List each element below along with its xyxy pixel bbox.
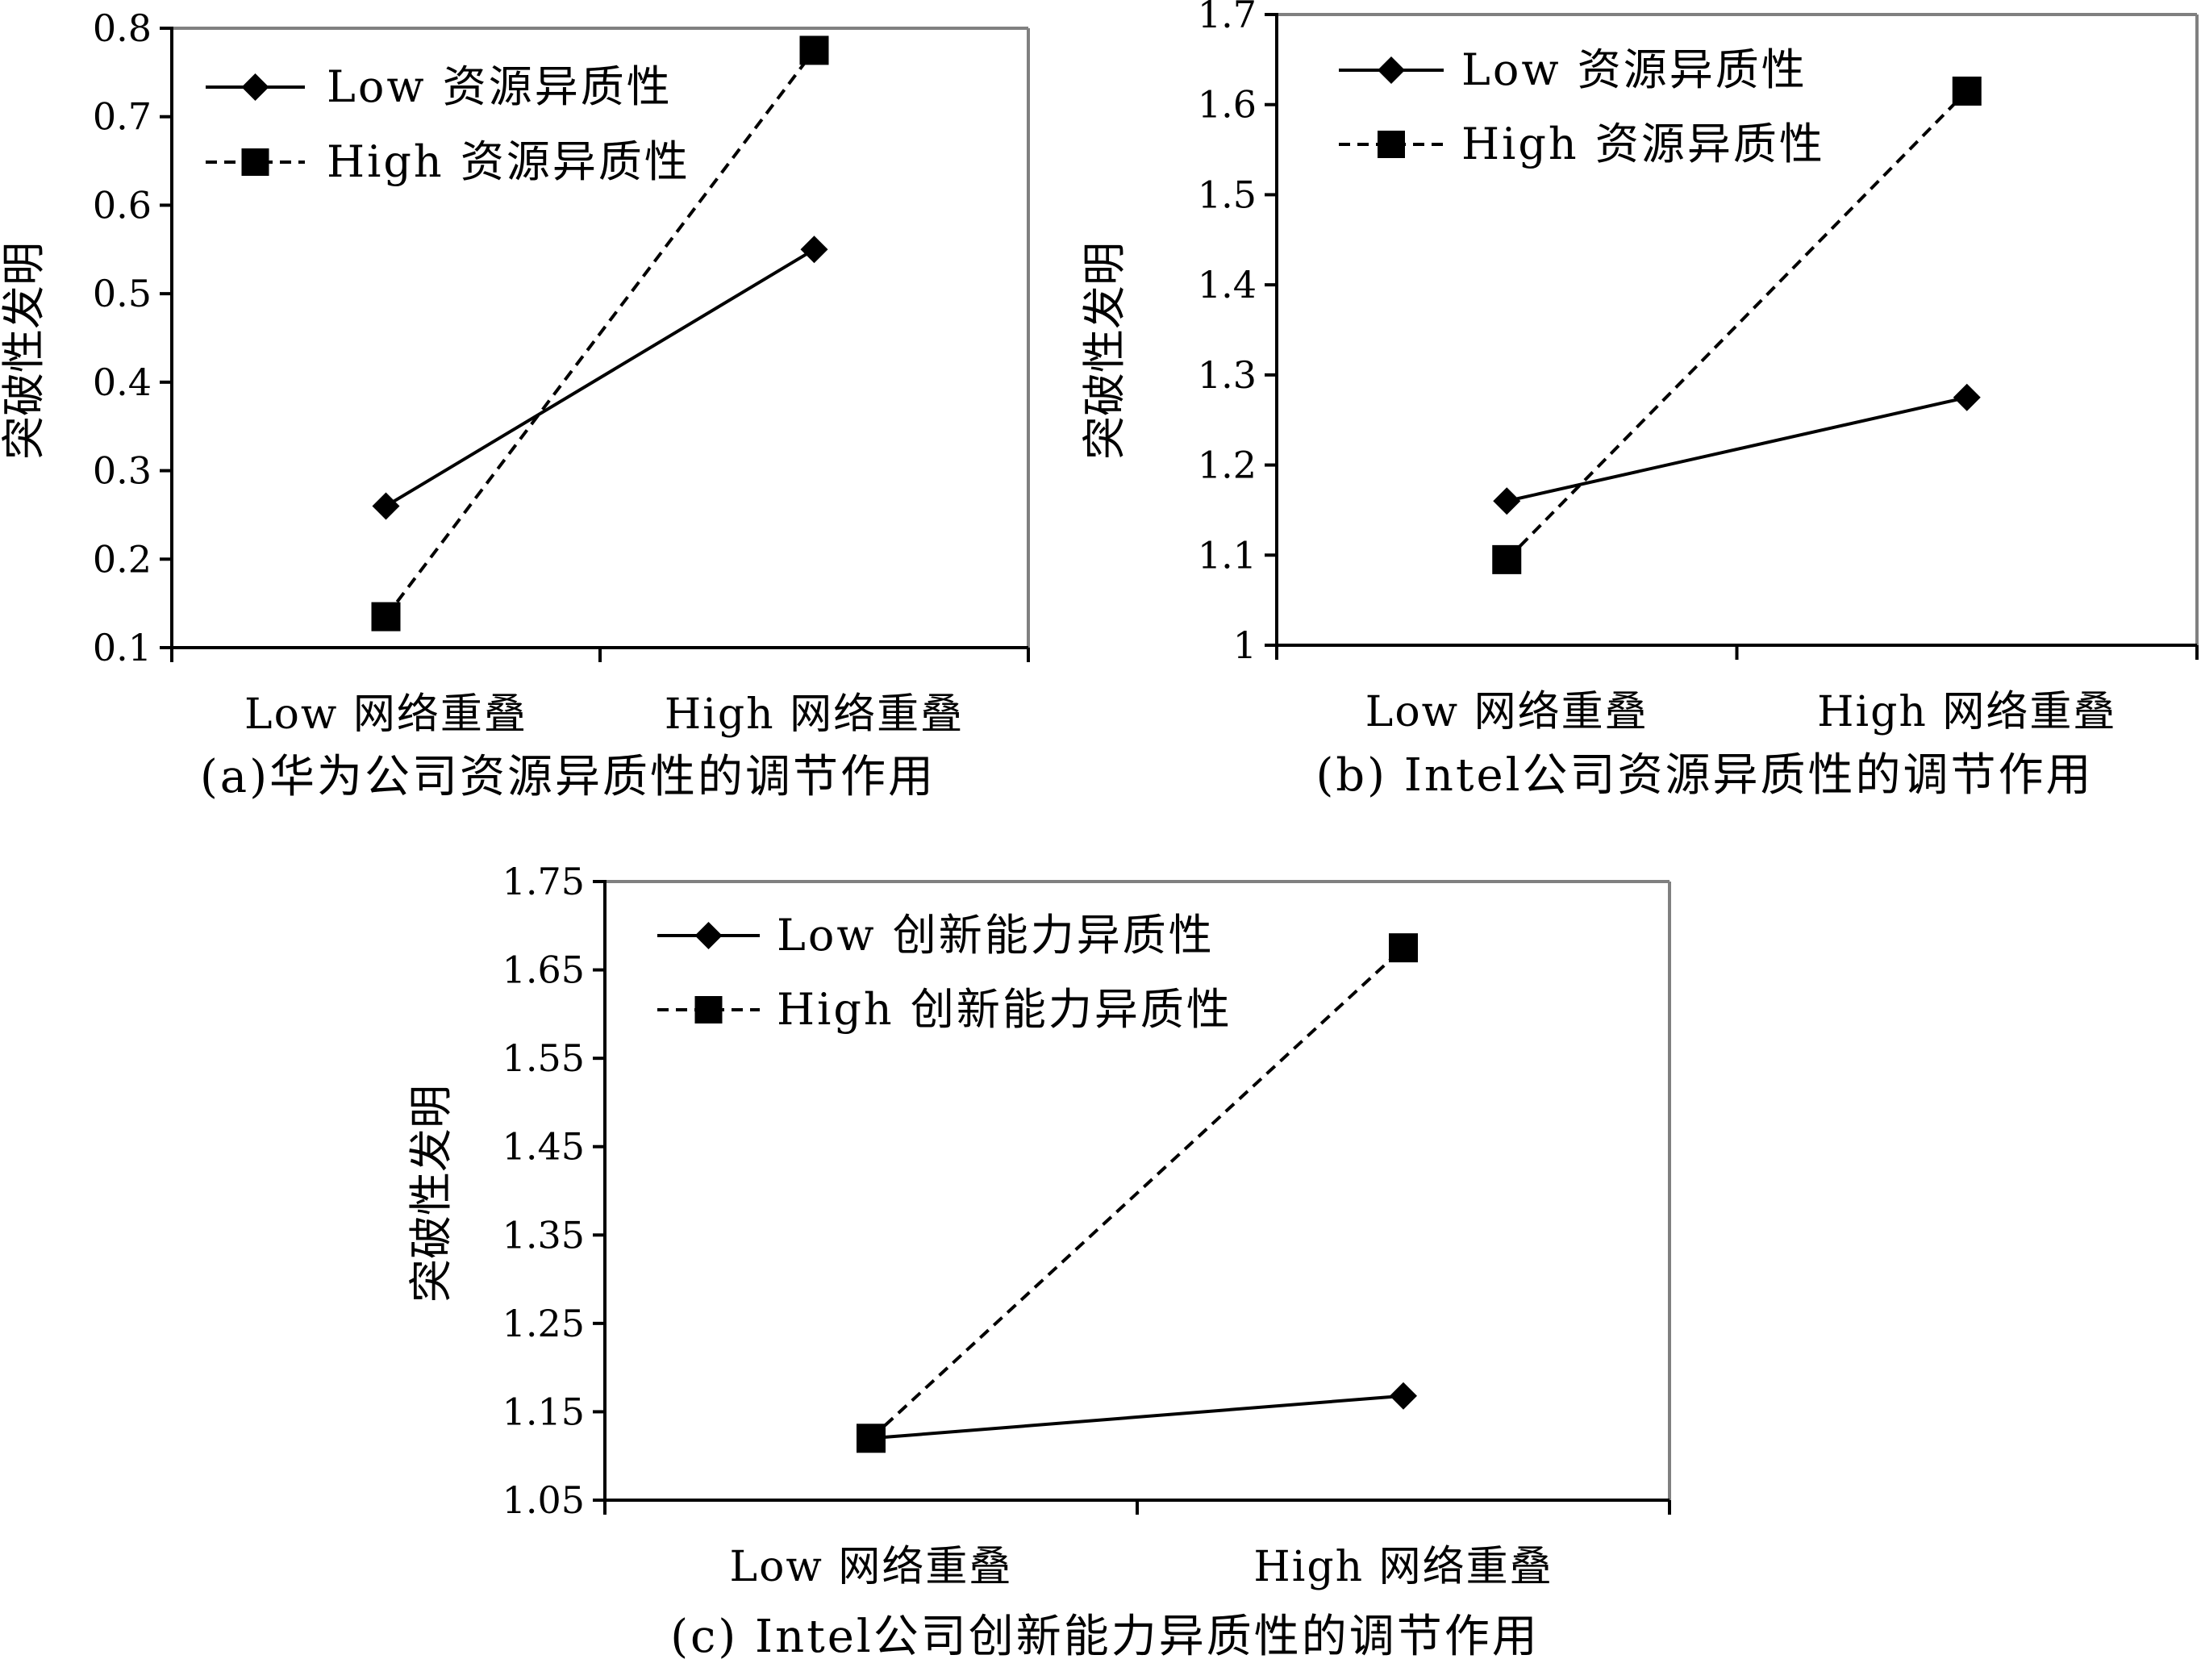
y-axis-title: 突破性发明 (406, 1085, 456, 1303)
panel-caption: (a)华为公司资源异质性的调节作用 (200, 751, 936, 803)
legend-marker-diamond (694, 922, 723, 949)
legend-marker-diamond (241, 73, 269, 101)
series-line-high (1505, 90, 1969, 561)
data-point-diamond (1493, 487, 1521, 515)
legend-label: Low 资源异质性 (1461, 44, 1807, 95)
data-point-diamond (1390, 1382, 1417, 1410)
chart-panel-3: 1.05 1.15 1.25 1.35 1.45 1.55 1.65 1.75 Low 网络重叠… (406, 860, 1671, 1663)
x-category-label: High 网络重叠 (1253, 1543, 1553, 1591)
panel-caption: (b) Intel公司资源异质性的调节作用 (1315, 749, 2093, 802)
y-tick-label: 1.3 (1198, 353, 1257, 397)
data-point-square (1389, 933, 1418, 963)
series-line-high (384, 49, 816, 618)
y-tick-label: 0.1 (93, 626, 152, 669)
legend-label: Low 资源异质性 (327, 61, 673, 112)
data-point-square (371, 602, 401, 632)
legend-marker-square (694, 996, 723, 1023)
y-tick-label: 1 (1233, 623, 1257, 667)
y-tick-label: 1.75 (502, 860, 585, 903)
chart-panel-1: 0.1 0.2 0.3 0.4 0.5 0.6 0.7 0.8 Low 网络重叠 High 网络重… (0, 6, 1030, 803)
data-point-square (857, 1424, 886, 1453)
legend-label: High 资源异质性 (1461, 119, 1825, 169)
y-tick-label: 1.45 (502, 1125, 585, 1169)
series-line-low (1506, 395, 1968, 503)
series-line-low (385, 248, 815, 508)
y-tick-label: 0.4 (93, 361, 152, 404)
series-line-low (870, 1394, 1404, 1440)
legend-marker-square (241, 148, 269, 176)
chart-panel-2: 1 1.1 1.2 1.3 1.4 1.5 1.6 1.7 Low 网络重叠 High 网络重叠 突… (1079, 0, 2199, 802)
y-tick-label: 1.7 (1198, 0, 1257, 36)
x-category-label: Low 网络重叠 (1365, 688, 1649, 736)
y-tick-label: 1.15 (502, 1390, 585, 1433)
data-point-diamond (372, 492, 400, 520)
legend-label: Low 创新能力异质性 (777, 910, 1215, 961)
y-tick-label: 1.2 (1198, 444, 1257, 487)
y-tick-label: 1.6 (1198, 83, 1257, 127)
y-tick-label: 1.05 (502, 1478, 585, 1522)
legend-label: High 资源异质性 (327, 136, 690, 187)
x-category-label: High 网络重叠 (665, 690, 964, 739)
legend-marker-square (1378, 131, 1405, 158)
x-category-label: Low 网络重叠 (244, 690, 527, 739)
series-line-high (869, 946, 1405, 1440)
data-point-square (799, 35, 829, 65)
y-tick-label: 0.2 (93, 537, 152, 581)
x-category-label: High 网络重叠 (1817, 688, 2116, 736)
y-tick-label: 0.5 (93, 272, 152, 315)
y-axis-title: 突破性发明 (0, 242, 49, 460)
y-tick-label: 1.55 (502, 1036, 585, 1080)
legend-label: High 创新能力异质性 (777, 984, 1232, 1035)
y-tick-label: 0.8 (93, 6, 152, 50)
data-point-diamond (800, 236, 828, 264)
y-tick-label: 1.35 (502, 1213, 585, 1257)
y-tick-label: 0.6 (93, 183, 152, 227)
y-tick-label: 0.7 (93, 95, 152, 139)
y-tick-label: 1.4 (1198, 263, 1257, 306)
y-axis-title: 突破性发明 (1079, 242, 1130, 460)
y-tick-label: 1.25 (502, 1302, 585, 1345)
panel-caption: (c) Intel公司创新能力异质性的调节作用 (670, 1611, 1540, 1663)
x-category-label: Low 网络重叠 (730, 1543, 1013, 1591)
y-tick-label: 1.65 (502, 948, 585, 992)
data-point-square (1952, 76, 1982, 106)
legend-marker-diamond (1378, 56, 1405, 84)
y-tick-label: 1.1 (1198, 533, 1257, 577)
data-point-diamond (1953, 383, 1981, 411)
y-tick-label: 0.3 (93, 449, 152, 493)
y-tick-label: 1.5 (1198, 173, 1257, 216)
data-point-square (1492, 544, 1522, 574)
